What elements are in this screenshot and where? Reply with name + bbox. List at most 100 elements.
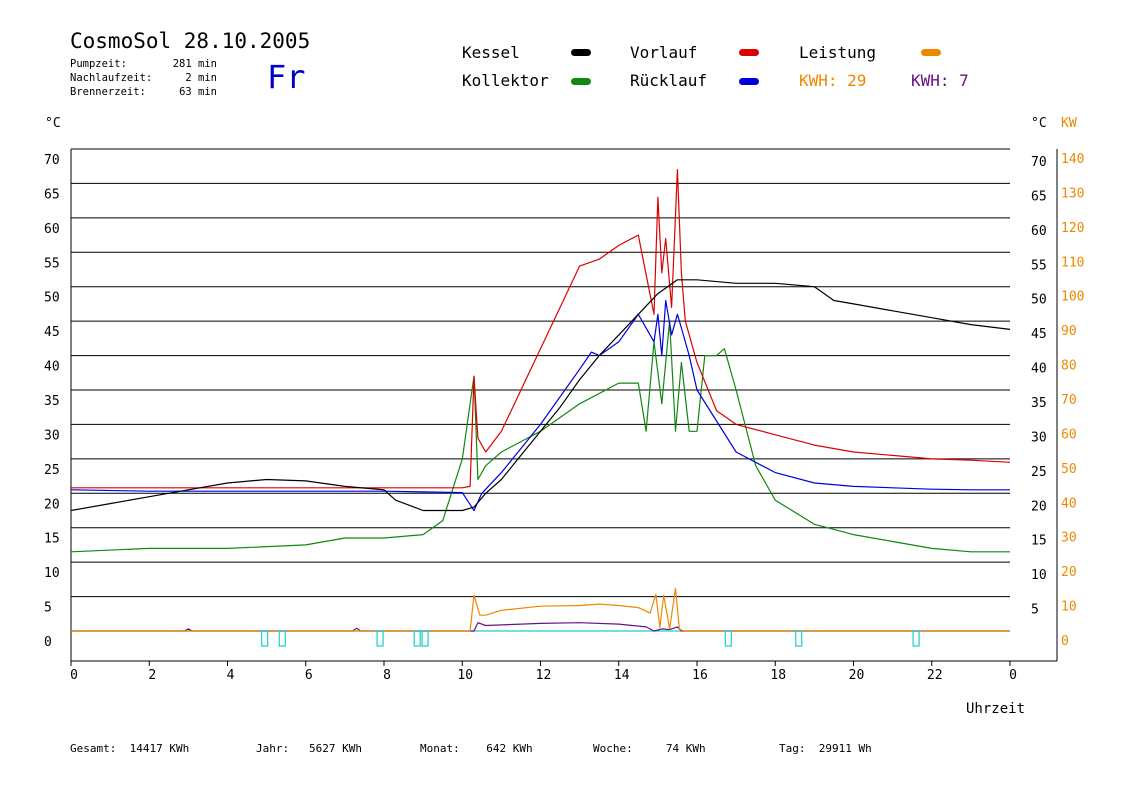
- x-tick-label-6: 12: [536, 668, 552, 683]
- y-right-tick-label-45: 45: [1031, 327, 1047, 342]
- kw-tick-label-20: 20: [1061, 565, 1077, 580]
- kw-tick-label-90: 90: [1061, 324, 1077, 339]
- x-axis-label: Uhrzeit: [966, 701, 1026, 717]
- legend-kessel-swatch: [571, 49, 591, 56]
- y-right-tick-label-55: 55: [1031, 258, 1047, 273]
- series-line-leistung: [71, 587, 1010, 632]
- kw-tick-label-70: 70: [1061, 393, 1077, 408]
- kw-tick-label-10: 10: [1061, 600, 1077, 615]
- pumpzeit-value: 281 min: [172, 58, 217, 70]
- x-tick-label-5: 10: [457, 668, 473, 683]
- y-right-tick-label-5: 5: [1031, 603, 1039, 618]
- nachlaufzeit-value: 2 min: [185, 72, 217, 84]
- series-lines: [70, 169, 1011, 647]
- axes: [70, 149, 1058, 666]
- series-line-kessel: [70, 279, 1011, 512]
- y-tick-label-5: 5: [44, 601, 52, 616]
- y-right-tick-label-65: 65: [1031, 189, 1047, 204]
- brennerzeit-value: 63 min: [179, 86, 217, 98]
- x-tick-label-3: 6: [305, 668, 313, 683]
- pump-marker-6: [795, 630, 803, 647]
- y-right-tick-label-60: 60: [1031, 224, 1047, 239]
- kw-tick-label-80: 80: [1061, 359, 1077, 374]
- x-tick-label-7: 14: [614, 668, 630, 683]
- series-line-vorlauf: [71, 169, 1011, 489]
- pump-marker-7: [912, 630, 920, 647]
- x-tick-label-0: 0: [70, 668, 78, 683]
- pump-marker-3: [413, 630, 421, 647]
- footer-gesamt: Gesamt: 14417 KWh: [70, 742, 190, 755]
- y-tick-label-25: 25: [44, 463, 60, 478]
- y-tick-label-10: 10: [44, 566, 60, 581]
- x-tick-label-4: 8: [383, 668, 391, 683]
- y-right-tick-label-10: 10: [1031, 568, 1047, 583]
- legend-kollektor-label: Kollektor: [462, 71, 549, 90]
- chart-title: CosmoSol 28.10.2005: [70, 29, 311, 53]
- legend-kessel-label: Kessel: [462, 43, 520, 62]
- y-tick-label-50: 50: [44, 291, 60, 306]
- y-right-tick-label-25: 25: [1031, 465, 1047, 480]
- footer-monat: Monat: 642 KWh: [420, 742, 533, 755]
- legend-ruecklauf-label: Rücklauf: [630, 71, 708, 90]
- kwh-purple-label: KWH: 7: [911, 71, 969, 90]
- pump-marker-5: [724, 630, 732, 647]
- kw-tick-label-110: 110: [1061, 255, 1084, 270]
- pump-marker-4: [421, 630, 429, 647]
- y-tick-label-20: 20: [44, 497, 60, 512]
- y-right-tick-label-35: 35: [1031, 396, 1047, 411]
- pump-marker-1: [278, 630, 286, 647]
- y-tick-label-30: 30: [44, 428, 60, 443]
- pumpzeit-label: Pumpzeit:: [70, 58, 127, 70]
- footer-jahr: Jahr: 5627 KWh: [256, 742, 362, 755]
- y-tick-label-40: 40: [44, 360, 60, 375]
- legend-leistung-swatch: [921, 49, 941, 56]
- pump-marker-2: [376, 630, 384, 647]
- y-tick-label-60: 60: [44, 222, 60, 237]
- x-tick-label-12: 0: [1009, 668, 1017, 683]
- legend-kollektor-swatch: [571, 78, 591, 85]
- x-tick-label-10: 20: [849, 668, 865, 683]
- x-tick-label-9: 18: [770, 668, 786, 683]
- legend-leistung-label: Leistung: [799, 43, 877, 62]
- y-right-tick-label-40: 40: [1031, 362, 1047, 377]
- right-axis-unit: °C: [1031, 116, 1047, 131]
- kw-tick-label-140: 140: [1061, 152, 1084, 167]
- nachlaufzeit-label: Nachlaufzeit:: [70, 72, 153, 84]
- legend-vorlauf-label: Vorlauf: [630, 43, 698, 62]
- y-tick-label-35: 35: [44, 394, 60, 409]
- footer-tag: Tag: 29911 Wh: [779, 742, 872, 755]
- kw-tick-label-60: 60: [1061, 427, 1077, 442]
- weekday-label: Fr: [267, 58, 306, 96]
- y-tick-label-0: 0: [44, 635, 52, 650]
- x-tick-label-1: 2: [148, 668, 156, 683]
- kw-tick-label-100: 100: [1061, 290, 1084, 305]
- y-tick-label-70: 70: [44, 153, 60, 168]
- y-right-tick-label-70: 70: [1031, 155, 1047, 170]
- legend-vorlauf-swatch: [739, 49, 759, 56]
- legend-ruecklauf-swatch: [739, 78, 759, 85]
- series-line-r-cklauf: [70, 299, 1010, 512]
- x-tick-label-2: 4: [227, 668, 235, 683]
- y-right-tick-label-15: 15: [1031, 534, 1047, 549]
- left-axis-unit: °C: [45, 116, 61, 131]
- x-tick-label-11: 22: [927, 668, 943, 683]
- right-kw-unit: KW: [1061, 116, 1077, 131]
- series-line-kollektor: [70, 320, 1010, 553]
- y-right-tick-label-30: 30: [1031, 430, 1047, 445]
- kw-tick-label-30: 30: [1061, 531, 1077, 546]
- series-line-leistung-kwh-7: [71, 622, 1010, 632]
- y-tick-label-15: 15: [44, 532, 60, 547]
- kw-tick-label-130: 130: [1061, 186, 1084, 201]
- kw-tick-label-0: 0: [1061, 634, 1069, 649]
- kwh-orange-label: KWH: 29: [799, 71, 867, 90]
- y-right-tick-label-20: 20: [1031, 499, 1047, 514]
- y-tick-label-45: 45: [44, 325, 60, 340]
- kw-tick-label-50: 50: [1061, 462, 1077, 477]
- grid-lines: [71, 148, 1010, 598]
- pump-marker-0: [261, 630, 269, 647]
- x-tick-label-8: 16: [692, 668, 708, 683]
- y-tick-label-65: 65: [44, 187, 60, 202]
- brennerzeit-label: Brennerzeit:: [70, 86, 146, 98]
